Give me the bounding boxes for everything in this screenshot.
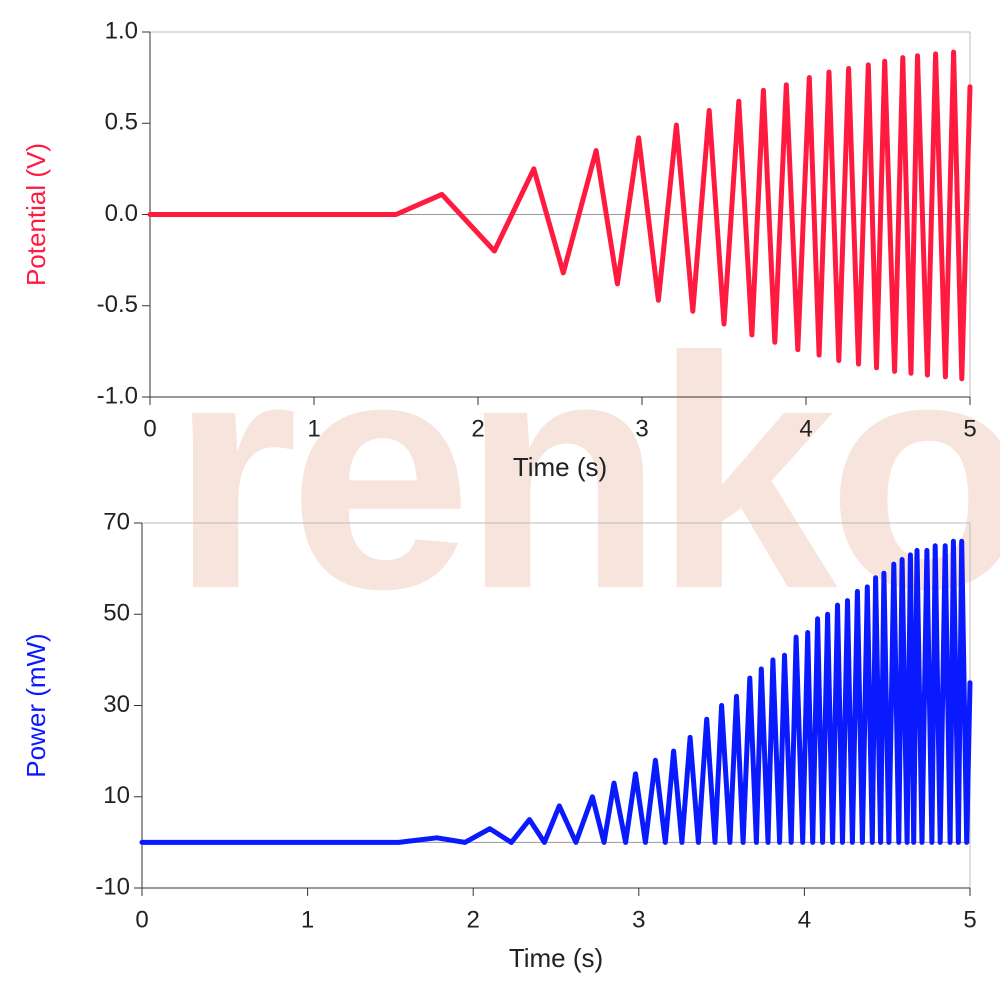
y-tick-label: 50 xyxy=(103,600,130,627)
data-line xyxy=(139,538,973,845)
y-axis-label: Potential (V) xyxy=(21,143,51,286)
y-tick-label: -10 xyxy=(95,873,130,900)
x-axis-label: Time (s) xyxy=(513,452,607,482)
watermark: renko xyxy=(170,288,1000,657)
x-axis-label: Time (s) xyxy=(509,943,603,973)
x-tick-label: 1 xyxy=(301,906,314,933)
y-tick-label: 0.5 xyxy=(105,109,138,136)
y-tick-label: 30 xyxy=(103,691,130,718)
y-tick-label: 10 xyxy=(103,782,130,809)
y-tick-label: -1.0 xyxy=(97,382,138,409)
x-tick-label: 4 xyxy=(799,415,812,442)
x-tick-label: 0 xyxy=(135,906,148,933)
x-tick-label: 1 xyxy=(307,415,320,442)
y-tick-label: 1.0 xyxy=(105,17,138,44)
x-tick-label: 4 xyxy=(798,906,811,933)
y-tick-label: -0.5 xyxy=(97,291,138,318)
x-tick-label: 2 xyxy=(471,415,484,442)
x-tick-label: 5 xyxy=(963,906,976,933)
x-tick-label: 0 xyxy=(143,415,156,442)
x-tick-label: 2 xyxy=(467,906,480,933)
y-tick-label: 0.0 xyxy=(105,200,138,227)
data-line xyxy=(147,49,973,382)
x-tick-label: 5 xyxy=(963,415,976,442)
y-axis-label: Power (mW) xyxy=(21,633,51,777)
y-tick-label: 70 xyxy=(103,508,130,535)
x-tick-label: 3 xyxy=(635,415,648,442)
x-tick-label: 3 xyxy=(632,906,645,933)
